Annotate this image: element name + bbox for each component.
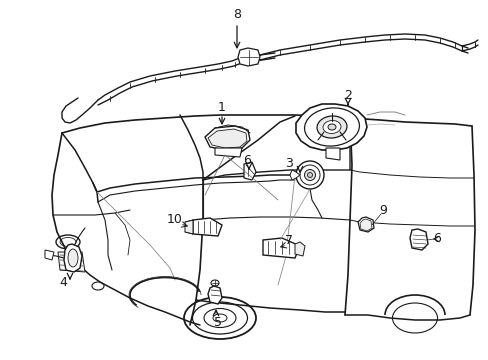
Text: 9: 9 <box>378 203 386 216</box>
Polygon shape <box>238 48 260 66</box>
Ellipse shape <box>307 172 312 177</box>
Polygon shape <box>207 129 246 148</box>
Ellipse shape <box>327 124 335 130</box>
Polygon shape <box>193 218 222 236</box>
Text: 2: 2 <box>344 89 351 102</box>
Polygon shape <box>45 250 54 260</box>
Polygon shape <box>204 126 249 150</box>
Polygon shape <box>58 252 85 272</box>
Text: 5: 5 <box>214 316 222 329</box>
Polygon shape <box>64 244 82 272</box>
Polygon shape <box>409 229 427 250</box>
Text: 8: 8 <box>232 8 241 21</box>
Text: 3: 3 <box>285 157 292 170</box>
Polygon shape <box>357 217 373 232</box>
Ellipse shape <box>295 161 324 189</box>
Polygon shape <box>184 220 193 234</box>
Ellipse shape <box>304 170 315 180</box>
Ellipse shape <box>316 116 346 138</box>
Text: 4: 4 <box>59 275 67 288</box>
Polygon shape <box>244 162 256 180</box>
Polygon shape <box>207 286 222 304</box>
Polygon shape <box>215 148 242 157</box>
Ellipse shape <box>68 249 78 267</box>
Polygon shape <box>263 238 299 258</box>
Text: 10: 10 <box>167 212 183 225</box>
Polygon shape <box>325 148 339 160</box>
Text: 7: 7 <box>285 234 292 247</box>
Ellipse shape <box>304 108 359 146</box>
Polygon shape <box>359 219 371 231</box>
Text: 6: 6 <box>243 153 250 166</box>
Polygon shape <box>289 170 299 180</box>
Text: 6: 6 <box>432 231 440 244</box>
Polygon shape <box>294 242 305 256</box>
Polygon shape <box>295 104 366 150</box>
Text: 1: 1 <box>218 100 225 113</box>
Ellipse shape <box>299 165 319 185</box>
Ellipse shape <box>323 121 340 134</box>
